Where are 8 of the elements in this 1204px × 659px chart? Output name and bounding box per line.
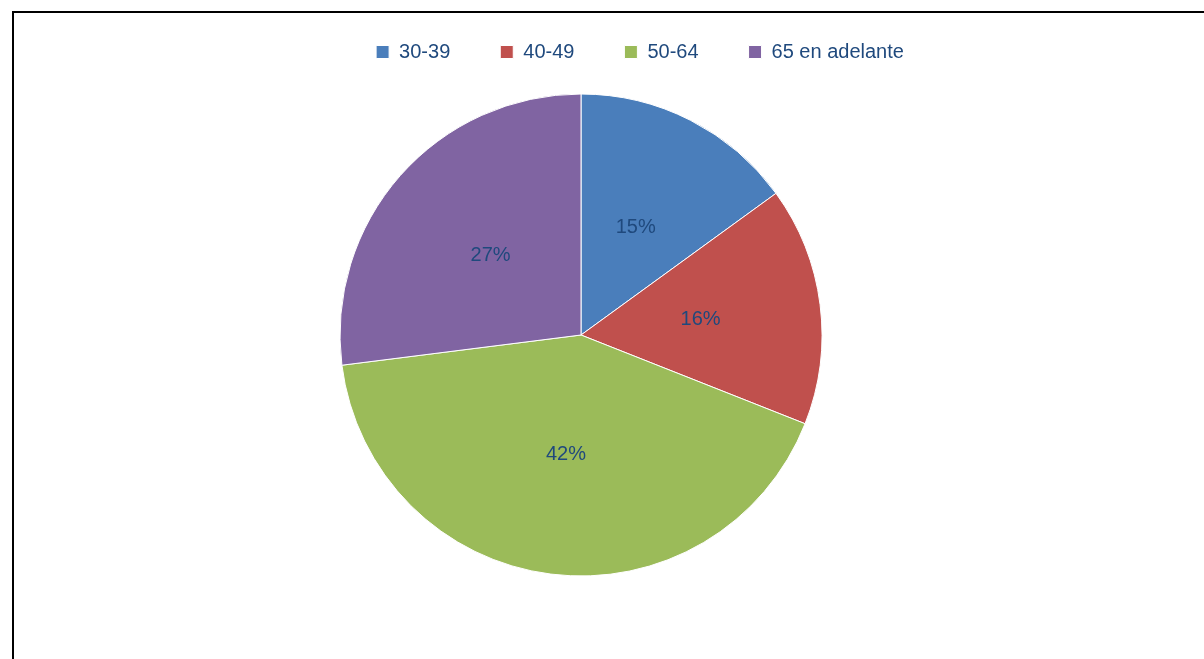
data-label: 42% bbox=[545, 442, 587, 465]
legend-label: 65 en adelante bbox=[771, 39, 904, 62]
legend-label: 30-39 bbox=[399, 39, 451, 62]
data-label: 16% bbox=[680, 307, 721, 330]
legend-label: 50-64 bbox=[647, 39, 699, 62]
data-label: 27% bbox=[470, 242, 511, 265]
data-label: 15% bbox=[615, 215, 656, 238]
legend-label: 40-49 bbox=[523, 39, 575, 62]
